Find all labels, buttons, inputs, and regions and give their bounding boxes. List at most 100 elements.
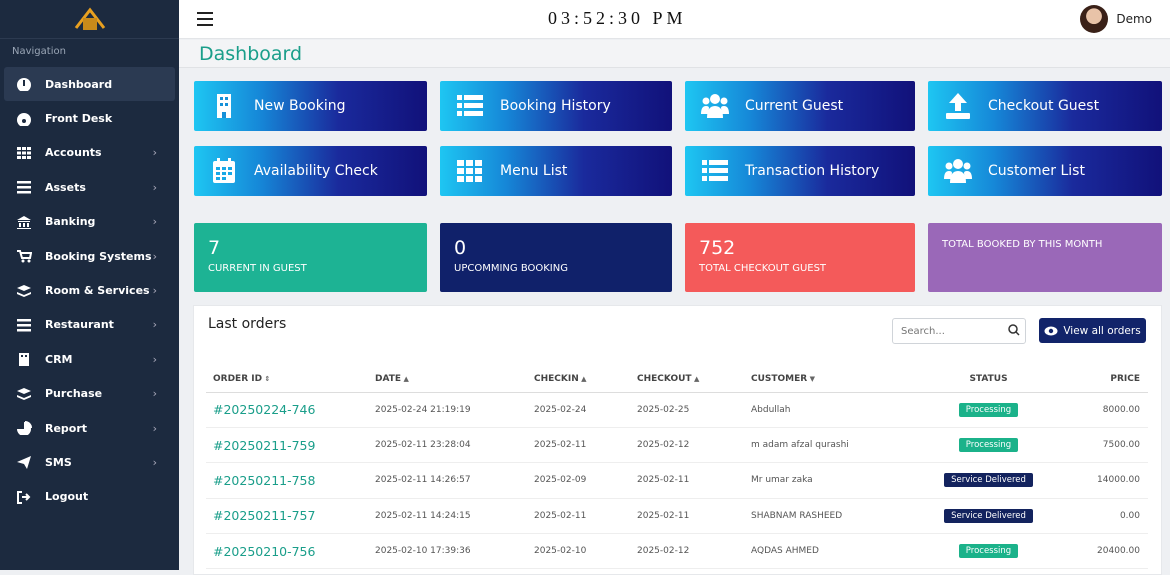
button-label: View all orders: [1063, 324, 1141, 337]
quick-tile[interactable]: Checkout Guest: [928, 81, 1162, 131]
menu-item[interactable]: SMS ›: [4, 445, 175, 479]
quick-tile[interactable]: Booking History: [440, 81, 672, 131]
table-cell: 2025-02-11: [527, 498, 630, 535]
table-cell: 2025-02-10 17:39:36: [368, 533, 527, 570]
menu-label: Accounts: [45, 146, 102, 160]
menu-item[interactable]: Room & Services ›: [4, 273, 175, 307]
menu-item[interactable]: Front Desk: [4, 101, 175, 135]
table-cell: 2025-02-11 23:28:04: [368, 427, 527, 464]
menu-label: Dashboard: [45, 77, 113, 91]
column-label: STATUS: [969, 373, 1008, 384]
table-cell: Abdullah: [744, 392, 916, 428]
menu-label: Purchase: [45, 387, 103, 401]
menu-item[interactable]: Purchase ›: [4, 377, 175, 411]
topbar: 03:52:30 PM Demo: [179, 0, 1170, 39]
submenu-arrow: ›: [152, 284, 157, 298]
menu-label: Logout: [45, 490, 89, 504]
menu-item[interactable]: Report ›: [4, 411, 175, 445]
column-header[interactable]: CUSTOMER ▼: [744, 366, 916, 393]
search-icon[interactable]: [1008, 324, 1020, 336]
table-row: #20250224-746 2025-02-24 21:19:19 2025-02-…: [206, 392, 1148, 428]
orders-panel: Last orders View all orders ORDER ID ⇕DA…: [193, 305, 1162, 575]
column-header[interactable]: DATE ▲: [368, 366, 527, 393]
table-cell: 2025-02-11: [527, 427, 630, 464]
table-cell: Mr umar zaka: [744, 462, 916, 499]
table-row: #20250211-758 2025-02-11 14:26:57 2025-02-…: [206, 462, 1148, 499]
stat-card: 7 CURRENT IN GUEST: [194, 223, 427, 292]
search-input[interactable]: [892, 318, 1026, 344]
quick-tile[interactable]: Transaction History: [685, 146, 915, 196]
menu-label: Report: [45, 421, 88, 435]
submenu-arrow: ›: [152, 421, 157, 435]
menu-item[interactable]: Restaurant ›: [4, 308, 175, 342]
tile-label: Checkout Guest: [988, 98, 1100, 114]
table-cell: Processing: [916, 392, 1055, 428]
table-cell: Service Delivered: [916, 498, 1055, 535]
stat-label: CURRENT IN GUEST: [208, 263, 307, 274]
menu-item[interactable]: Accounts ›: [4, 136, 175, 170]
quick-tile[interactable]: Menu List: [440, 146, 672, 196]
menu-item[interactable]: Assets ›: [4, 170, 175, 204]
quick-tile[interactable]: New Booking: [194, 81, 427, 131]
menu-label: CRM: [45, 352, 73, 366]
sort-icon: ▲: [691, 374, 700, 383]
table-cell: 7500.00: [1055, 427, 1148, 464]
table-cell: Service Delivered: [916, 462, 1055, 499]
sort-icon: ⇕: [262, 374, 271, 383]
table-cell: Processing: [916, 427, 1055, 464]
table-cell: 2025-02-12: [630, 533, 744, 570]
user-name: Demo: [1116, 12, 1152, 26]
quick-tile[interactable]: Customer List: [928, 146, 1162, 196]
table-cell[interactable]: #20250224-746: [206, 392, 368, 428]
column-header[interactable]: CHECKOUT ▲: [630, 366, 744, 393]
table-cell: 0.00: [1055, 498, 1148, 535]
column-header[interactable]: ORDER ID ⇕: [206, 366, 368, 393]
clock: 03:52:30 PM: [548, 8, 687, 28]
table-cell: 2025-02-11 14:26:57: [368, 462, 527, 499]
menu-item[interactable]: Booking Systems ›: [4, 239, 175, 273]
quick-tile[interactable]: Availability Check: [194, 146, 427, 196]
menu-item[interactable]: CRM ›: [4, 342, 175, 376]
table-row: #20250211-759 2025-02-11 23:28:04 2025-02-…: [206, 427, 1148, 464]
table-cell[interactable]: #20250210-756: [206, 533, 368, 570]
sidebar: Navigation Dashboard Front Desk Accounts › A…: [0, 0, 179, 570]
panel-title: Last orders: [208, 316, 287, 332]
menu-item[interactable]: Logout: [4, 480, 175, 514]
table-row: #20250210-756 2025-02-10 17:39:36 2025-02-…: [206, 533, 1148, 570]
submenu-arrow: ›: [152, 455, 157, 469]
menu-item[interactable]: Banking ›: [4, 205, 175, 239]
sort-icon: ▲: [578, 374, 587, 383]
menu-label: Room & Services: [45, 284, 150, 298]
column-header[interactable]: CHECKIN ▲: [527, 366, 630, 393]
table-cell: 2025-02-25: [630, 392, 744, 428]
quick-tile[interactable]: Current Guest: [685, 81, 915, 131]
view-all-button[interactable]: View all orders: [1039, 318, 1146, 343]
table-cell: 20400.00: [1055, 533, 1148, 570]
submenu-arrow: ›: [152, 352, 157, 366]
status-badge: Processing: [958, 544, 1019, 559]
table-cell[interactable]: #20250211-757: [206, 498, 368, 535]
table-cell[interactable]: #20250211-759: [206, 427, 368, 464]
table-cell: 2025-02-09: [527, 462, 630, 499]
menu-label: Assets: [45, 180, 86, 194]
table-cell: Processing: [916, 533, 1055, 570]
stat-label: UPCOMMING BOOKING: [454, 263, 568, 274]
column-label: CHECKOUT: [637, 373, 692, 384]
page-title: Dashboard: [179, 40, 1170, 68]
user-menu[interactable]: Demo: [1080, 5, 1152, 33]
table-cell: m adam afzal qurashi: [744, 427, 916, 464]
table-cell: 2025-02-24 21:19:19: [368, 392, 527, 428]
table-cell: 2025-02-11: [630, 498, 744, 535]
tile-label: Customer List: [988, 163, 1085, 179]
table-cell[interactable]: #20250211-758: [206, 462, 368, 499]
table-cell: 2025-02-12: [630, 427, 744, 464]
menu-label: Booking Systems: [45, 249, 152, 263]
menu-label: Restaurant: [45, 318, 114, 332]
menu-toggle[interactable]: [197, 12, 213, 26]
orders-table: ORDER ID ⇕ DATE ▲ CHECKIN ▲ CHECKOUT ▲ CUSTO…: [206, 366, 1148, 570]
logo[interactable]: [0, 0, 179, 39]
submenu-arrow: ›: [152, 146, 157, 160]
column-label: ORDER ID: [213, 373, 263, 384]
table-cell: 14000.00: [1055, 462, 1148, 499]
menu-item[interactable]: Dashboard: [4, 67, 175, 102]
